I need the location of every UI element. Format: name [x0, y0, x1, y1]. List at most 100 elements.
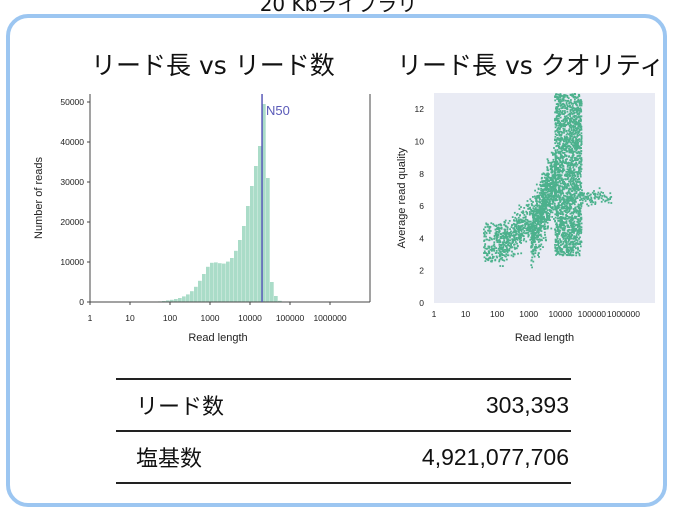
scatter-point: [560, 217, 563, 220]
scatter-point: [565, 234, 568, 237]
scatter-point: [503, 221, 506, 223]
scatter-point: [548, 217, 551, 220]
scatter-point: [558, 152, 560, 155]
scatter-point: [569, 251, 572, 254]
scatter-point: [566, 171, 569, 173]
scatter-point: [491, 253, 494, 256]
scatter-point: [564, 162, 566, 164]
scatter-point: [557, 181, 559, 184]
scatter-point: [575, 120, 578, 123]
scatter-point: [597, 191, 600, 194]
scatter-point: [571, 174, 574, 177]
scatter-point: [514, 239, 516, 241]
scatter-point: [587, 196, 590, 199]
scatter-point: [575, 103, 578, 106]
scatter-point: [511, 234, 514, 237]
scatter-point: [503, 241, 506, 244]
scatter-point: [500, 246, 503, 249]
scatter-point: [511, 216, 514, 218]
histogram-bar: [190, 291, 194, 302]
scatter-point: [506, 228, 509, 231]
scatter-point: [510, 243, 512, 245]
scatter-point: [568, 164, 571, 167]
scatter-point: [567, 241, 570, 243]
library-label: 20 Kbライブラリ: [259, 0, 418, 16]
scatter-point: [511, 224, 513, 227]
scatter-point: [572, 154, 575, 157]
scatter-point: [578, 169, 580, 172]
histogram-bar: [254, 166, 258, 302]
scatter-point: [571, 222, 573, 225]
scatter-point: [572, 155, 574, 158]
scatter-point: [574, 175, 577, 177]
scatter-point: [575, 254, 578, 257]
scatter-point: [569, 241, 572, 243]
scatter-point: [580, 222, 583, 225]
scatter-point: [565, 195, 568, 198]
scatter-point: [546, 179, 549, 182]
scatter-point: [573, 226, 576, 228]
scatter-point: [573, 116, 576, 119]
scatter-point: [571, 108, 574, 110]
scatter-point: [573, 194, 576, 197]
scatter-point: [561, 124, 564, 127]
scatter-point: [558, 131, 560, 134]
scatter-point: [495, 224, 498, 227]
scatter-point: [577, 109, 580, 111]
scatter-point: [565, 154, 567, 157]
scatter-point: [572, 226, 574, 229]
scatter-point: [547, 225, 549, 228]
scatter-point: [540, 222, 542, 225]
scatter-point: [567, 207, 570, 209]
scatter-point: [523, 216, 526, 219]
scatter-point: [551, 180, 554, 183]
scatter-point: [540, 191, 543, 194]
scatter-point: [498, 258, 501, 261]
scatter-point: [559, 246, 561, 249]
scatter-point: [533, 246, 536, 248]
scatter-point: [527, 220, 530, 223]
scatter-point: [566, 237, 569, 240]
scatter-point: [565, 204, 568, 207]
scatter-point: [496, 256, 498, 259]
scatter-point: [574, 140, 577, 143]
scatter-point: [552, 182, 555, 185]
scatter-point: [575, 137, 577, 140]
scatter-point: [566, 105, 569, 108]
scatter-point: [533, 205, 536, 208]
y-axis-label: Average read quality: [396, 147, 408, 248]
scatter-point: [563, 232, 565, 235]
scatter-point: [540, 219, 543, 221]
scatter-point: [553, 185, 556, 188]
scatter-point: [601, 195, 604, 197]
scatter-point: [513, 229, 516, 232]
scatter-point: [579, 242, 581, 245]
scatter-point: [573, 129, 576, 131]
scatter-point: [551, 179, 554, 182]
scatter-point: [539, 248, 542, 251]
scatter-point: [556, 233, 559, 235]
scatter-point: [568, 113, 571, 116]
scatter-point: [564, 227, 566, 230]
scatter-point: [578, 209, 581, 212]
scatter-point: [564, 195, 567, 197]
scatter-point: [526, 213, 529, 215]
scatter-point: [561, 248, 564, 251]
scatter-point: [493, 238, 495, 240]
scatter-point: [564, 216, 567, 219]
scatter-point: [552, 184, 555, 187]
reads-value: 303,393: [485, 391, 569, 418]
scatter-point: [577, 221, 580, 224]
scatter-point: [526, 211, 528, 214]
scatter-point: [483, 228, 485, 231]
scatter-point: [580, 232, 582, 235]
x-tick-label: 1000000: [607, 309, 640, 319]
scatter-point: [561, 98, 564, 101]
scatter-point: [562, 197, 565, 199]
scatter-point: [537, 216, 540, 218]
scatter-point: [574, 111, 576, 114]
scatter-point: [572, 125, 575, 128]
scatter-point: [569, 136, 572, 138]
scatter-point: [498, 231, 500, 234]
scatter-point: [533, 248, 536, 251]
